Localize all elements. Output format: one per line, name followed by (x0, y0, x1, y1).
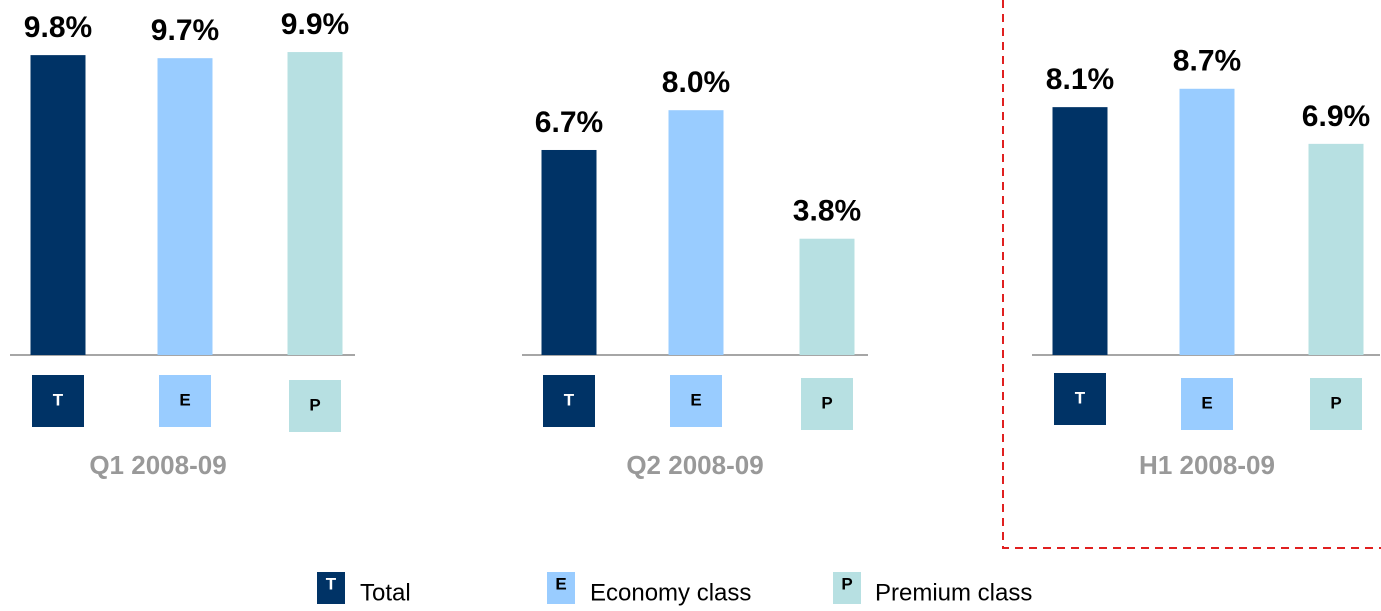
category-box (670, 375, 722, 427)
legend-letter: E (555, 574, 566, 593)
category-label: P (821, 393, 832, 412)
category-box (1054, 373, 1106, 425)
category-box (32, 375, 84, 427)
legend-swatch (547, 572, 575, 604)
bar (668, 110, 724, 355)
category-label: P (309, 395, 320, 414)
category-box (289, 380, 341, 432)
category-label: E (690, 390, 701, 409)
bar (1052, 107, 1108, 355)
category-box (159, 375, 211, 427)
panel-title: Q2 2008-09 (626, 450, 763, 480)
bar (799, 238, 855, 355)
category-box (1181, 378, 1233, 430)
value-label: 6.9% (1302, 100, 1370, 133)
value-label: 9.7% (151, 14, 219, 47)
bar (541, 149, 597, 355)
category-label: T (53, 390, 64, 409)
value-label: 9.8% (24, 11, 92, 44)
highlight-frame (1002, 0, 1381, 549)
bar (1308, 143, 1364, 355)
category-box (1310, 378, 1362, 430)
panel-title: Q1 2008-09 (89, 450, 226, 480)
legend-swatch (833, 572, 861, 604)
value-label: 9.9% (281, 8, 349, 41)
value-label: 8.7% (1173, 45, 1241, 78)
value-label: 8.0% (662, 66, 730, 99)
panel-title: H1 2008-09 (1139, 450, 1275, 480)
legend-letter: T (326, 574, 337, 593)
legend-swatch (317, 572, 345, 604)
category-box (543, 375, 595, 427)
legend-letter: P (841, 574, 852, 593)
value-label: 3.8% (793, 195, 861, 228)
category-label: T (1075, 388, 1086, 407)
bar (30, 55, 86, 356)
legend-label: Economy class (590, 579, 751, 606)
bar (157, 58, 213, 356)
legend-label: Premium class (875, 579, 1032, 606)
category-label: E (179, 390, 190, 409)
category-box (801, 378, 853, 430)
category-label: E (1201, 393, 1212, 412)
value-label: 8.1% (1046, 63, 1114, 96)
bar (1179, 88, 1235, 355)
value-label: 6.7% (535, 106, 603, 139)
category-label: P (1330, 393, 1341, 412)
legend-label: Total (360, 579, 411, 606)
bar (287, 52, 343, 356)
category-label: T (564, 390, 575, 409)
